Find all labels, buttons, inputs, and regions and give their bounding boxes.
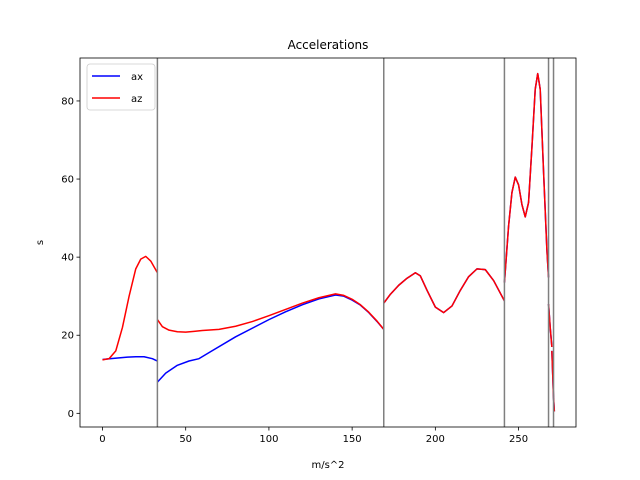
series-az-segment-3 [383,268,506,314]
x-tick-label: 50 [179,434,192,445]
series-az-segment-2 [156,293,385,333]
y-axis: 0 20 40 60 80 [61,96,80,420]
y-tick-label: 80 [61,96,74,107]
x-tick-label: 200 [426,434,445,445]
plot-area [102,58,556,427]
y-tick-label: 40 [61,253,74,264]
series-ax-segment-1 [102,355,158,362]
y-tick-label: 0 [68,409,74,420]
y-tick-label: 20 [61,331,74,342]
x-tick-label: 250 [509,434,528,445]
x-tick-label: 150 [343,434,362,445]
legend: ax az [86,63,156,111]
y-axis-label: s [35,240,46,245]
x-axis: 0 50 100 150 200 250 [99,427,528,445]
chart-title: Accelerations [288,38,369,52]
legend-label-ax: ax [131,72,143,83]
series-az-segment-4 [503,72,550,283]
x-tick-label: 0 [99,434,105,445]
y-tick-label: 60 [61,175,74,186]
legend-label-az: az [131,94,142,105]
series-az-segment-1 [102,255,159,361]
axes-frame [79,57,577,428]
x-axis-label: m/s^2 [311,460,344,471]
legend-box [86,63,156,111]
x-tick-label: 100 [259,434,278,445]
